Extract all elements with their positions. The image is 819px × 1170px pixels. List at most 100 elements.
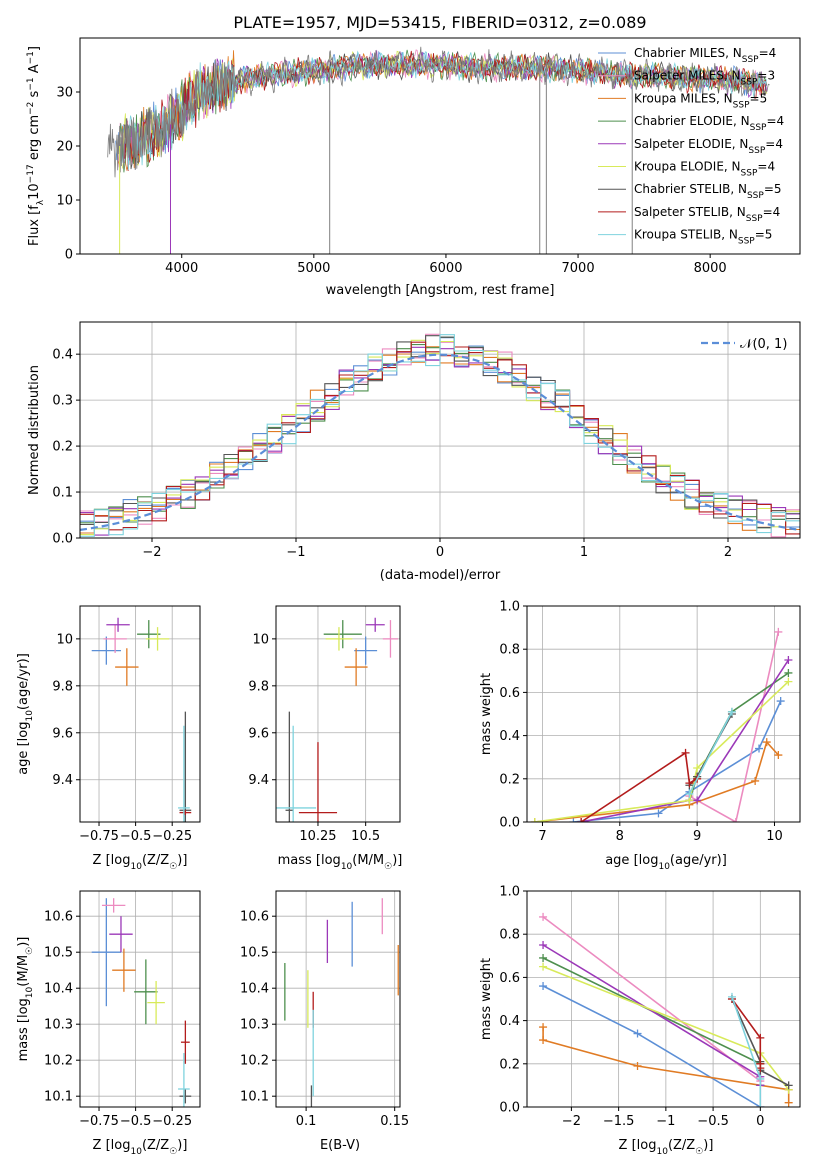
tick-label-x: 7	[538, 829, 546, 844]
weight-marker	[633, 1029, 642, 1038]
label-part: mass [log	[278, 853, 341, 868]
tick-label-y: 10.4	[240, 982, 269, 997]
label-part: )]	[16, 937, 31, 947]
label-part: ☉	[169, 1147, 177, 1157]
weight-marker	[693, 764, 702, 772]
label-part: SSP	[741, 169, 758, 179]
tick-label-y: 10.2	[240, 1054, 269, 1069]
label-part: =4	[759, 46, 777, 60]
tick-label-y: 1.0	[499, 885, 520, 900]
label-part: (Z/Z	[142, 853, 169, 868]
label-part: Kroupa ELODIE, N	[634, 160, 741, 174]
tick-label-y: 10.3	[240, 1018, 269, 1033]
tick-label-x: 0.1	[296, 1114, 317, 1129]
tick-label-x: −2	[562, 1114, 581, 1129]
label-part: 10	[25, 710, 35, 722]
tick-label-y: 0.1	[52, 486, 73, 501]
model-spectrum-line	[124, 50, 767, 172]
label-part: mass [log	[16, 998, 31, 1061]
weight-marker	[727, 992, 736, 1001]
tick-label-y: 0.2	[499, 772, 520, 787]
axes-frame	[79, 321, 801, 539]
legend-label: 𝒩(0, 1)	[740, 337, 787, 352]
label-part: Salpeter STELIB, N	[634, 205, 746, 219]
tick-label-x: −0.5	[697, 1114, 729, 1129]
label-part: SSP	[747, 191, 764, 201]
weight-marker	[755, 744, 764, 753]
tick-label-y: 0.2	[52, 440, 73, 455]
label-part: SSP	[741, 78, 758, 88]
weight-age-ylabel: mass weight	[479, 673, 494, 755]
tick-label-y: 10.5	[240, 946, 269, 961]
label-part: −2	[26, 102, 36, 115]
label-part: 10	[27, 183, 42, 200]
mass-z-xlabel: Z [log10(Z/Z☉)]	[93, 1138, 188, 1157]
panel-mass_vs_ebv: 0.1 0.15 10.1 10.2 10.3 10.4 10.5 10.6	[240, 890, 409, 1129]
weight-line	[688, 711, 733, 795]
weight-marker	[751, 776, 760, 785]
label-part: 10	[130, 1147, 142, 1157]
tick-label-y: 0.0	[499, 1101, 520, 1116]
tick-label-y: 9.6	[248, 726, 269, 741]
weight-marker	[685, 789, 694, 798]
label-part: age [log	[16, 722, 31, 775]
chart-title: PLATE=1957, MJD=53415, FIBERID=0312, z=0…	[233, 13, 646, 32]
weight-marker	[539, 982, 548, 991]
weight-marker	[569, 818, 578, 822]
tick-label-y: 10	[56, 194, 73, 209]
label-part: )]	[177, 853, 187, 868]
label-part: =4	[766, 114, 784, 128]
residual-histogram	[80, 334, 800, 537]
label-part: ☉	[169, 862, 177, 872]
tick-label-y: 10	[252, 632, 269, 647]
label-part: Kroupa MILES, N	[634, 91, 733, 105]
label-part: (Z/Z	[142, 1138, 169, 1153]
age-z-ylabel: age [log10(age/yr)]	[16, 653, 35, 775]
weight-marker	[784, 668, 793, 677]
tick-label-x: 8000	[694, 261, 727, 276]
label-part: ]	[27, 46, 42, 51]
weight-marker	[776, 697, 785, 706]
tick-label-y: 0.8	[499, 928, 520, 943]
tick-label-x: 6000	[429, 261, 462, 276]
panel-mass_vs_Z: −0.75 −0.5 −0.25 10.1 10.2 10.3 10.4 10.5 10.6	[44, 890, 201, 1129]
tick-label-y: 10	[56, 632, 73, 647]
legend-label: Salpeter MILES, NSSP=3	[634, 69, 775, 88]
tick-label-y: 30	[56, 86, 73, 101]
tick-label-x: 5000	[297, 261, 330, 276]
label-part: Chabrier MILES, N	[634, 46, 742, 60]
tick-label-x: −1	[286, 545, 305, 560]
label-part: ☉	[384, 862, 392, 872]
panel-age_vs_Z: −0.75 −0.5 −0.25 9.4 9.6 9.8 10	[52, 605, 201, 844]
tick-label-y: 10.5	[44, 946, 73, 961]
legend-label: Chabrier ELODIE, NSSP=4	[634, 114, 784, 133]
tick-label-y: 10.1	[240, 1090, 269, 1105]
weight-marker	[539, 912, 548, 921]
label-part: )]	[703, 1138, 713, 1153]
plot-area	[539, 912, 793, 1107]
label-part: ☉	[695, 1147, 703, 1157]
weight-marker	[756, 1103, 765, 1107]
tick-label-y: 1.0	[499, 600, 520, 615]
label-part: (Z/Z	[668, 1138, 695, 1153]
label-part: SSP	[746, 214, 763, 224]
tick-label-x: −0.75	[79, 1114, 119, 1129]
label-part: (age/yr)]	[16, 653, 31, 710]
label-part: =4	[757, 160, 775, 174]
tick-label-x: 0.15	[380, 1114, 409, 1129]
label-part: Z [log	[93, 1138, 131, 1153]
plot-area	[284, 898, 399, 1107]
panel-residuals: −2 −1 0 1 2 0.0 0.1 0.2 0.3 0.4	[52, 321, 801, 560]
tick-label-y: 10.6	[240, 910, 269, 925]
tick-label-y: 20	[56, 140, 73, 155]
axes-frame	[275, 890, 401, 1108]
tick-label-x: −0.75	[79, 829, 119, 844]
legend-label: Kroupa STELIB, NSSP=5	[634, 228, 772, 247]
axes-frame	[79, 605, 201, 823]
label-part: −1	[26, 51, 36, 64]
tick-label-x: 9	[693, 829, 701, 844]
tick-label-y: 9.4	[52, 773, 73, 788]
label-part: =4	[763, 205, 781, 219]
tick-label-x: −2	[142, 545, 161, 560]
weight-line	[534, 740, 779, 822]
